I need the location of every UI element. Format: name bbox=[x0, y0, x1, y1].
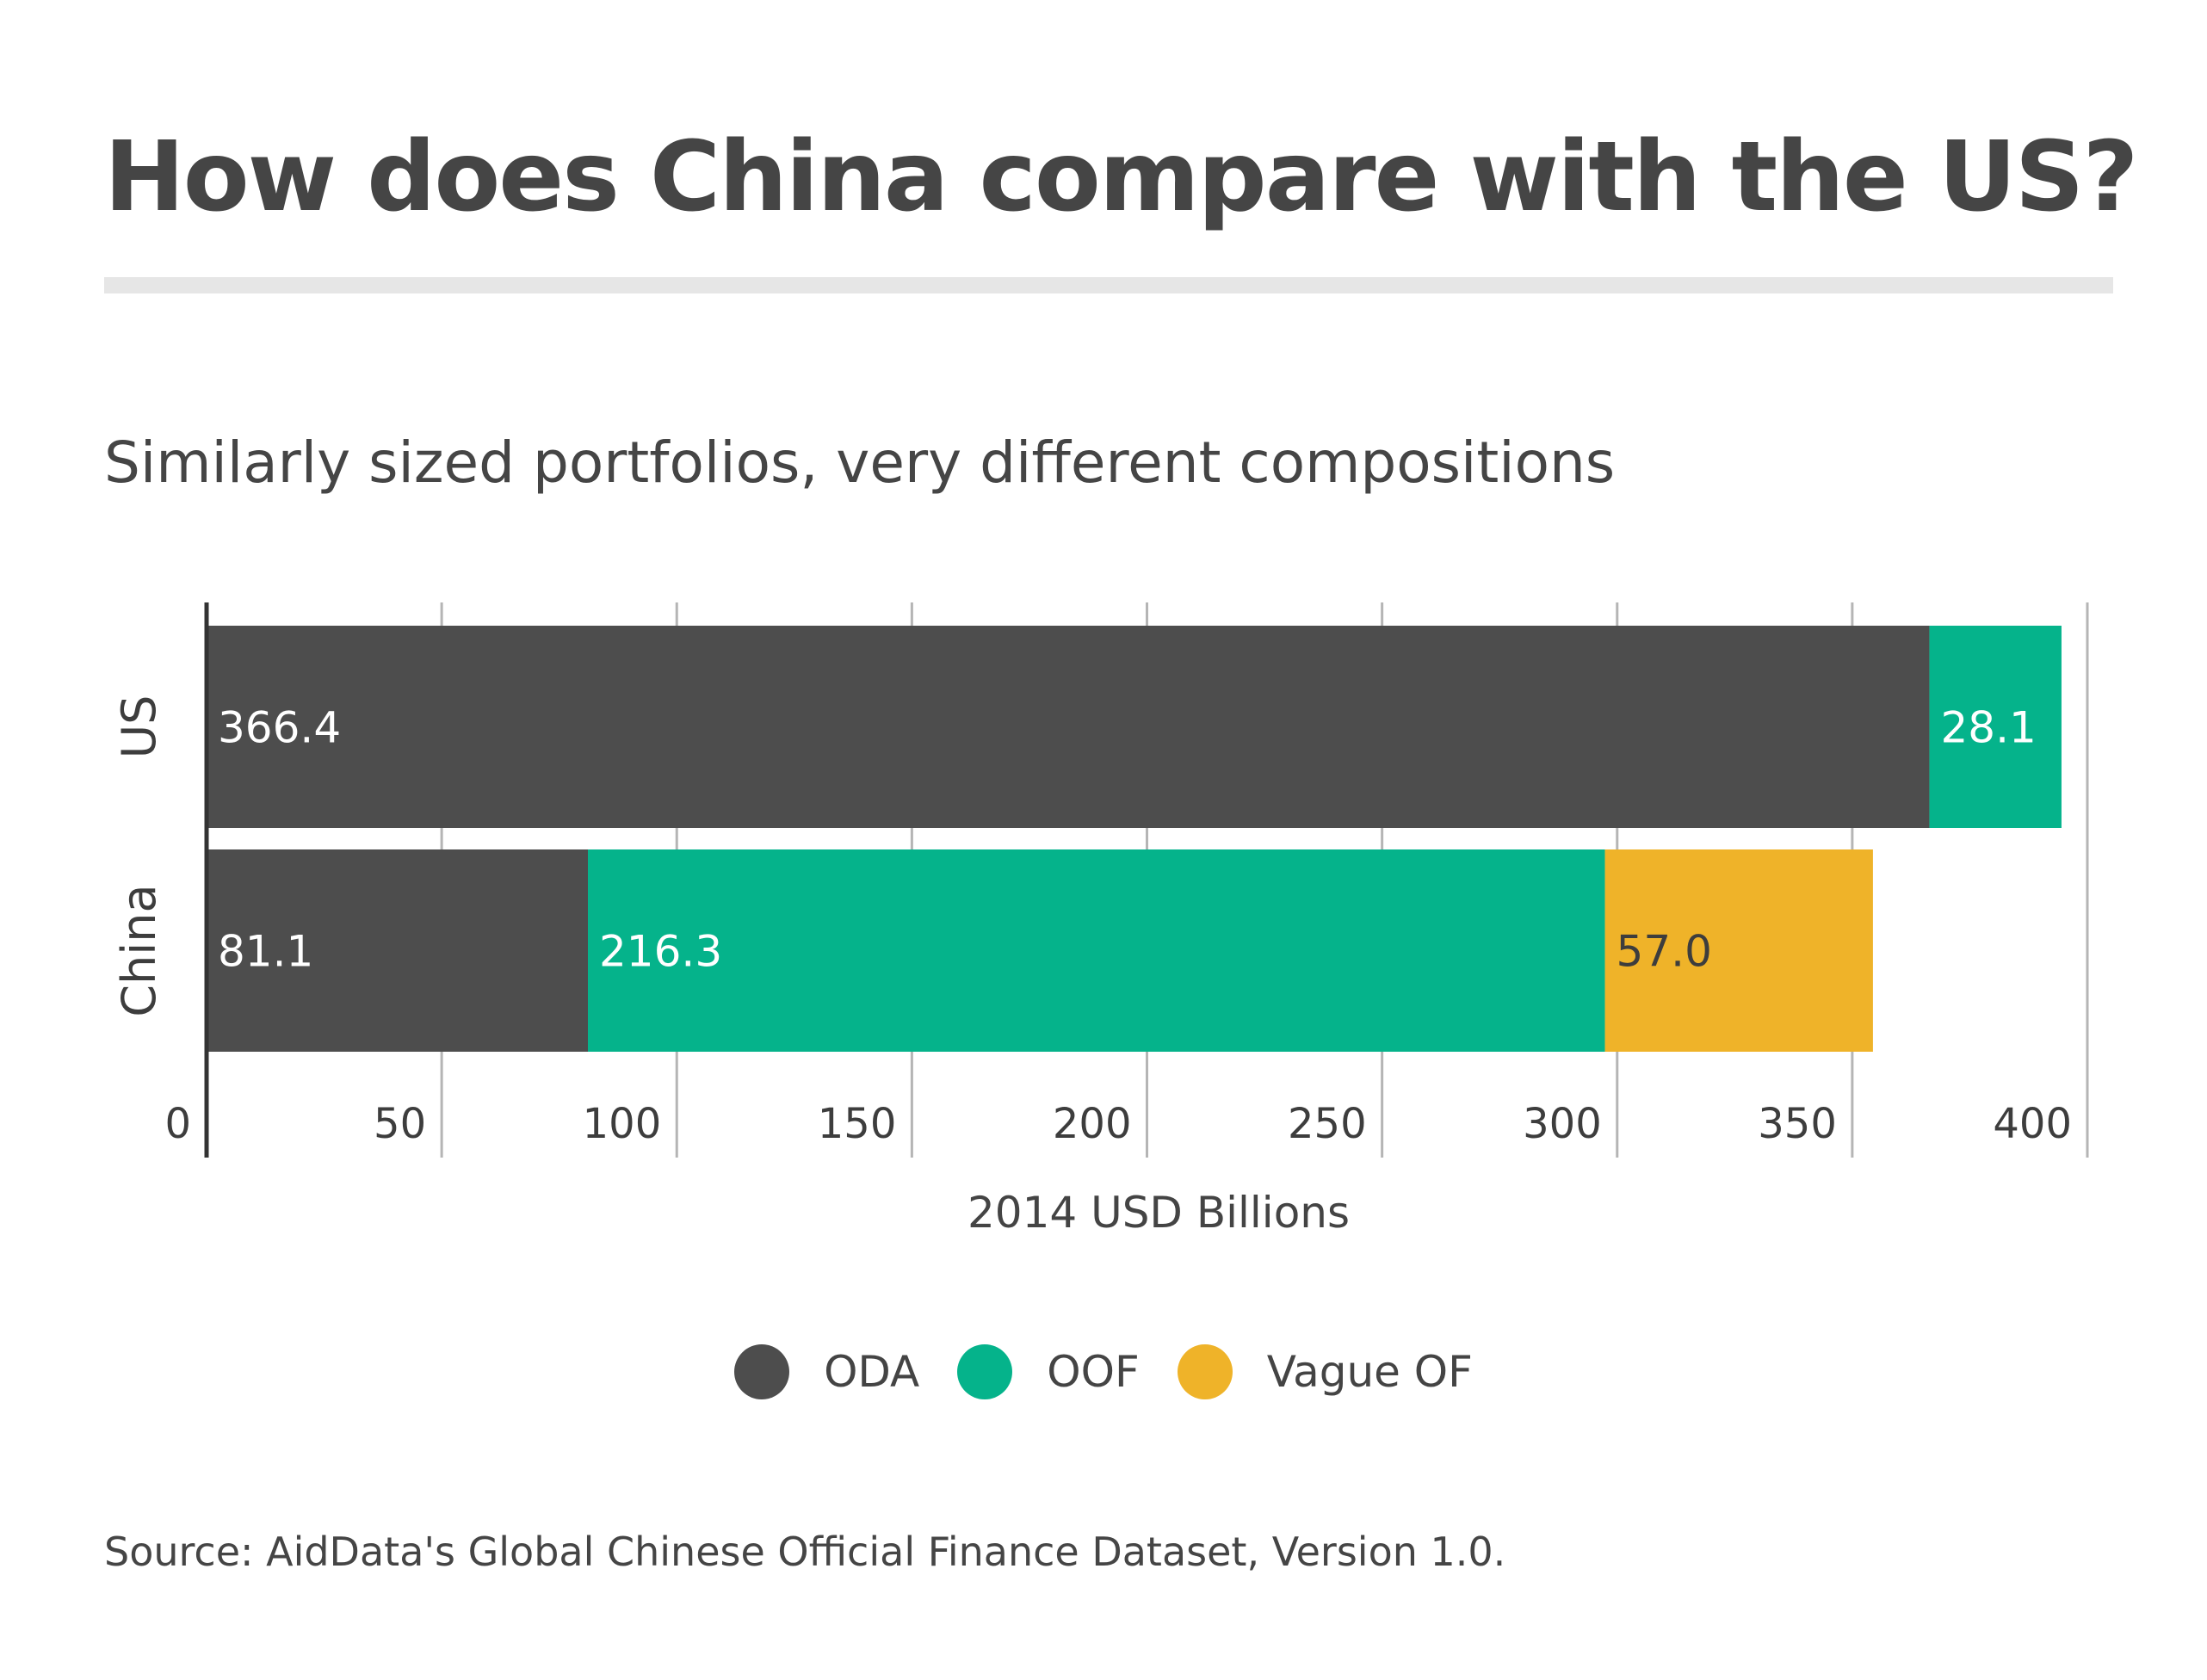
legend-label-vague-of: Vague OF bbox=[1266, 1347, 1473, 1397]
source-note: Source: AidData's Global Chinese Officia… bbox=[104, 1529, 1506, 1575]
x-tick-label-50: 50 bbox=[374, 1100, 426, 1148]
data-label-china-oof: 216.3 bbox=[599, 927, 722, 977]
category-label-china: China bbox=[112, 884, 166, 1016]
title-divider bbox=[104, 277, 2113, 293]
legend-swatch-vague-of bbox=[1177, 1344, 1233, 1399]
chart-subtitle: Similarly sized portfolios, very differe… bbox=[104, 429, 1616, 496]
x-tick-label-100: 100 bbox=[583, 1100, 662, 1148]
bar-us-oda bbox=[207, 626, 1930, 828]
category-label-us: US bbox=[112, 695, 166, 759]
x-tick-labels: 0 50 100 150 200 250 300 350 400 bbox=[164, 1100, 2072, 1148]
bar-china-oda bbox=[207, 849, 589, 1052]
x-tick-label-400: 400 bbox=[1993, 1100, 2072, 1148]
data-label-us-oof: 28.1 bbox=[1940, 703, 2036, 753]
legend-swatch-oda bbox=[734, 1344, 790, 1399]
legend-label-oda: ODA bbox=[824, 1347, 920, 1397]
bar-us-oof bbox=[1929, 626, 2062, 828]
data-label-china-oda: 81.1 bbox=[218, 927, 313, 977]
legend: ODA OOF Vague OF bbox=[0, 1344, 2207, 1399]
x-tick-label-250: 250 bbox=[1288, 1100, 1367, 1148]
legend-item-oof: OOF bbox=[957, 1344, 1140, 1399]
x-tick-label-150: 150 bbox=[818, 1100, 897, 1148]
x-tick-label-200: 200 bbox=[1053, 1100, 1132, 1148]
chart-title: How does China compare with the US? bbox=[104, 121, 2138, 233]
legend-label-oof: OOF bbox=[1047, 1347, 1140, 1397]
category-labels: US China bbox=[112, 695, 166, 1017]
bars bbox=[207, 626, 2062, 1052]
x-tick-label-300: 300 bbox=[1523, 1100, 1602, 1148]
bar-china-oof bbox=[588, 849, 1605, 1052]
data-labels: 366.4 28.1 81.1 216.3 57.0 bbox=[218, 703, 2037, 977]
x-tick-label-0: 0 bbox=[164, 1100, 191, 1148]
legend-item-vague-of: Vague OF bbox=[1177, 1344, 1473, 1399]
legend-item-oda: ODA bbox=[734, 1344, 919, 1399]
x-axis-title: 2014 USD Billions bbox=[967, 1188, 1350, 1238]
bar-chart: 366.4 28.1 81.1 216.3 57.0 US China 0 50 100 150… bbox=[112, 602, 2089, 1238]
data-label-china-vague-of: 57.0 bbox=[1617, 927, 1712, 977]
x-tick-label-350: 350 bbox=[1758, 1100, 1837, 1148]
data-label-us-oda: 366.4 bbox=[218, 703, 341, 753]
legend-swatch-oof bbox=[957, 1344, 1013, 1399]
bar-china-vague-of bbox=[1604, 849, 1873, 1052]
